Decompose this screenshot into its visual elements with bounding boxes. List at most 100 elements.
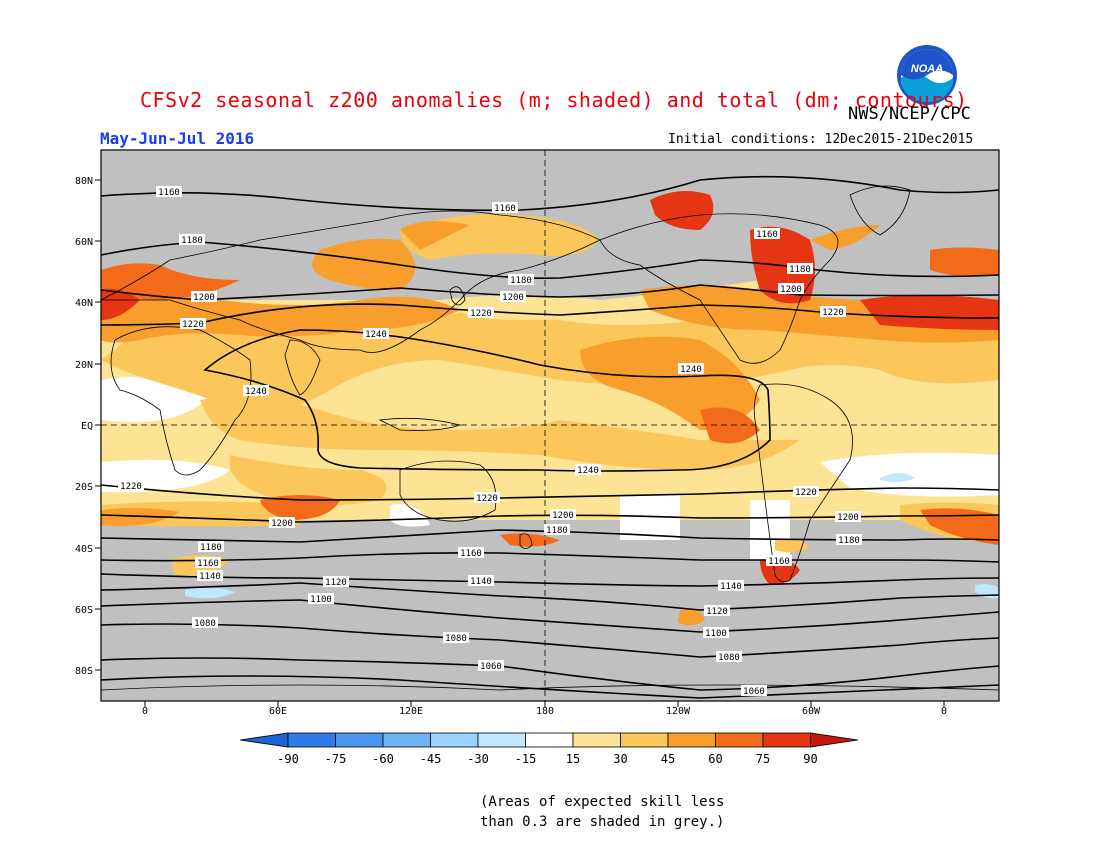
contour-label: 1140 <box>720 582 742 592</box>
japan-outline <box>449 286 466 306</box>
lon-label: 60W <box>802 706 821 717</box>
contour-labels: 1160 1160 1180 1180 1200 1200 1220 1220 1240 1240… <box>118 186 862 697</box>
contour-label: 1240 <box>365 330 387 340</box>
australia-outline <box>399 460 497 522</box>
contour-label-bg <box>835 511 861 522</box>
contour-label: 1180 <box>200 543 222 553</box>
longitude-axis: 0 60E 120E 180 120W 60W 0 <box>142 701 947 717</box>
contour-label-bg <box>474 492 500 503</box>
contour-label-bg <box>703 627 729 638</box>
contour-label: 1220 <box>120 482 142 492</box>
contour-label: 1100 <box>310 595 332 605</box>
contour-label-bg <box>443 632 469 643</box>
contour-label: 1160 <box>197 559 219 569</box>
contour-label-bg <box>478 660 504 671</box>
colorbar-label: -60 <box>372 752 394 766</box>
contour-label-bg <box>716 651 742 662</box>
contour-label-bg <box>678 363 704 374</box>
contour-1160-sh <box>101 552 999 563</box>
latitude-axis: 80N 60N 40N 20N EQ 20S 40S 60S 80S <box>75 176 101 677</box>
contour-1180-nh <box>101 241 999 280</box>
contour-label-bg <box>544 524 570 535</box>
colorbar-segment <box>572 732 621 748</box>
colorbar-segment <box>335 732 384 748</box>
contour-label: 1180 <box>510 276 532 286</box>
contour-label-bg <box>308 593 334 604</box>
colorbar-segment <box>430 732 479 748</box>
contour-label-bg <box>156 186 182 197</box>
contour-label-bg <box>243 385 269 396</box>
lon-label: 60E <box>269 706 287 717</box>
colorbar-label: -90 <box>277 752 299 766</box>
contour-label-bg <box>793 486 819 497</box>
lat-label: 60S <box>75 605 93 616</box>
colorbar-label: -75 <box>325 752 347 766</box>
lat-label: 80S <box>75 666 93 677</box>
contour-label-bg <box>118 480 144 491</box>
contour-1240-loop <box>203 329 771 472</box>
contour-label-bg <box>458 547 484 558</box>
colorbar-segment <box>525 732 574 748</box>
colorbar-segment <box>382 732 431 748</box>
svg-text:NOAA: NOAA <box>911 63 943 75</box>
contour-label: 1140 <box>199 572 221 582</box>
contour-label: 1200 <box>502 293 524 303</box>
colorbar-arrow-right <box>810 732 859 748</box>
contour-label-bg <box>820 306 846 317</box>
contour-label: 1160 <box>494 204 516 214</box>
initial-conditions: Initial conditions: 12Dec2015-21Dec2015 <box>668 132 974 147</box>
lon-label: 180 <box>536 706 554 717</box>
contour-label: 1100 <box>705 629 727 639</box>
colorbar-label: 30 <box>613 752 627 766</box>
coastlines <box>101 185 999 691</box>
lat-label: 20N <box>75 360 93 371</box>
noaa-logo: NOAA <box>896 44 958 106</box>
contour-label: 1220 <box>822 308 844 318</box>
contour-label-bg <box>787 263 813 274</box>
europe-asia-outline <box>101 210 601 353</box>
lat-label: EQ <box>81 421 93 432</box>
contour-label-bg <box>836 534 862 545</box>
contour-1140-sh <box>101 573 999 587</box>
new-zealand-outline <box>519 533 533 549</box>
lon-label: 0 <box>142 706 148 717</box>
contour-label: 1160 <box>756 230 778 240</box>
forecast-period: May-Jun-Jul 2016 <box>100 129 255 148</box>
antarctica-outline <box>101 684 999 691</box>
lon-label: 120E <box>399 706 423 717</box>
colorbar-label: -15 <box>515 752 537 766</box>
agency-label: NWS/NCEP/CPC <box>848 104 971 124</box>
contour-label: 1200 <box>193 293 215 303</box>
contour-label: 1200 <box>271 519 293 529</box>
contour-1100-sh <box>101 599 999 633</box>
contour-label: 1080 <box>194 619 216 629</box>
contour-label-bg <box>575 464 601 475</box>
contour-1120-sh <box>101 582 999 611</box>
contour-label-bg <box>754 228 780 239</box>
contour-label: 1240 <box>680 365 702 375</box>
contour-label-bg <box>718 580 744 591</box>
colorbar-segment <box>287 732 336 748</box>
contour-label: 1180 <box>181 236 203 246</box>
colorbar: -90 -75 -60 -45 -30 -15 15 30 45 60 75 90 <box>239 732 859 766</box>
contour-1040-sh <box>101 675 999 699</box>
colorbar-label: 45 <box>661 752 675 766</box>
lat-label: 60N <box>75 237 93 248</box>
colorbar-label: -45 <box>420 752 442 766</box>
contour-label-bg <box>180 318 206 329</box>
south-america-outline <box>753 383 853 583</box>
contour-label: 1220 <box>182 320 204 330</box>
skill-note: (Areas of expected skill less than 0.3 a… <box>480 794 725 830</box>
contour-label-bg <box>766 555 792 566</box>
colorbar-label: 90 <box>803 752 817 766</box>
lat-label: 40N <box>75 298 93 309</box>
contour-label: 1200 <box>780 285 802 295</box>
contour-label: 1220 <box>470 309 492 319</box>
colorbar-label: -30 <box>467 752 489 766</box>
lat-label: 40S <box>75 544 93 555</box>
contour-label-bg <box>192 617 218 628</box>
colorbar-arrow-left <box>239 732 289 748</box>
contour-label-bg <box>704 605 730 616</box>
contour-label: 1140 <box>470 577 492 587</box>
